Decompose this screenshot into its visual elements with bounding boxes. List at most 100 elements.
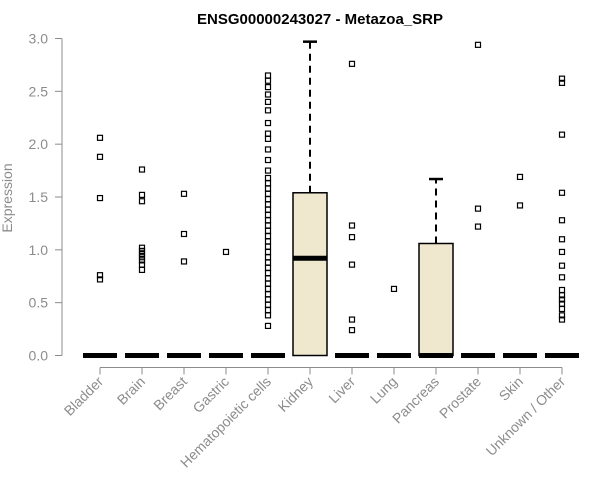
box-pancreas (418, 177, 454, 358)
x-tick-label: Kidney (275, 373, 317, 415)
outlier-point (264, 222, 272, 229)
box-body (292, 192, 328, 357)
y-tick-label: 1.5 (29, 189, 49, 205)
outlier-point (558, 305, 566, 313)
outlier-point (558, 75, 566, 82)
outlier-point (264, 201, 272, 208)
outlier-point (264, 196, 272, 203)
outlier-point (264, 77, 272, 84)
outlier-point (264, 180, 272, 187)
x-tick-label: Liver (325, 373, 358, 406)
outlier-point (138, 254, 146, 261)
box-lung (377, 285, 411, 358)
outlier-point (264, 254, 272, 261)
outlier-point (264, 146, 272, 153)
outlier-point (138, 244, 146, 251)
outlier-point (264, 285, 272, 293)
box-prostate (461, 41, 495, 358)
outlier-point (264, 135, 272, 142)
box-unknown-other (545, 75, 579, 358)
outlier-point (264, 185, 272, 192)
outlier-point (264, 167, 272, 174)
outlier-point (558, 274, 566, 281)
outlier-point (264, 275, 272, 282)
outlier-point (516, 202, 524, 209)
outlier-point (264, 296, 272, 303)
boxes (83, 40, 579, 358)
outlier-point (264, 280, 272, 287)
outlier-point (264, 91, 272, 98)
outlier-point (348, 316, 356, 323)
outlier-point (558, 217, 566, 224)
x-tick-label: Unknown / Other (483, 373, 569, 459)
outlier-point (264, 119, 272, 127)
outlier-point (474, 41, 482, 48)
outlier-point (264, 238, 272, 245)
outlier-point (264, 156, 272, 164)
y-tick-label: 0.5 (29, 295, 49, 311)
outlier-point (264, 107, 272, 114)
outlier-point (558, 312, 566, 319)
outlier-point (138, 257, 146, 264)
outlier-point (138, 261, 146, 268)
outlier-point (96, 276, 104, 283)
box-bladder (83, 134, 117, 358)
outlier-point (348, 234, 356, 241)
outlier-point (96, 272, 104, 279)
x-tick-label: Skin (496, 373, 527, 404)
box-skin (503, 173, 537, 358)
box-hematopoietic-cells (251, 72, 285, 358)
outlier-point (558, 286, 566, 294)
box-breast (167, 190, 201, 358)
box-gastric (209, 248, 243, 358)
y-tick-label: 0.0 (29, 348, 49, 364)
outlier-point (138, 250, 146, 258)
outlier-point (264, 264, 272, 271)
outlier-point (474, 223, 482, 230)
x-tick-label: Prostate (436, 373, 484, 421)
box-liver (335, 60, 369, 358)
outlier-point (558, 296, 566, 303)
outlier-point (264, 130, 272, 137)
outlier-point (96, 194, 104, 202)
outlier-point (558, 248, 566, 256)
outlier-point (264, 291, 272, 298)
outlier-point (558, 189, 566, 196)
outlier-point (264, 306, 272, 314)
outlier-point (264, 301, 272, 308)
outlier-point (558, 131, 566, 138)
x-tick-label: Bladder (61, 373, 107, 419)
outlier-point (264, 174, 272, 182)
outlier-point (474, 205, 482, 212)
outlier-point (558, 316, 566, 323)
outlier-point (558, 300, 566, 307)
outlier-point (348, 261, 356, 268)
outlier-point (390, 285, 398, 293)
outlier-point (264, 259, 272, 266)
box-body (418, 242, 454, 357)
outlier-point (264, 211, 272, 219)
y-axis: 0.0 0.5 1.0 1.5 2.0 2.5 3.0 (29, 31, 63, 364)
outlier-point (558, 79, 566, 86)
y-tick-label: 2.5 (29, 83, 49, 99)
outlier-point (558, 262, 566, 269)
outlier-point (138, 166, 146, 173)
y-tick-label: 3.0 (29, 31, 49, 47)
outlier-point (558, 236, 566, 243)
outlier-point (222, 248, 230, 256)
outlier-point (264, 232, 272, 240)
outlier-point (264, 227, 272, 234)
outlier-point (264, 243, 272, 250)
outlier-point (264, 248, 272, 256)
outlier-point (96, 134, 104, 141)
outlier-point (180, 230, 188, 238)
chart-title: ENSG00000243027 - Metazoa_SRP (197, 11, 443, 28)
outlier-point (138, 191, 146, 198)
outlier-point (264, 84, 272, 91)
outlier-point (264, 72, 272, 79)
x-tick-label: Lung (367, 373, 400, 406)
y-axis-title: Expression (0, 163, 15, 232)
x-tick-label: Pancreas (389, 373, 442, 426)
